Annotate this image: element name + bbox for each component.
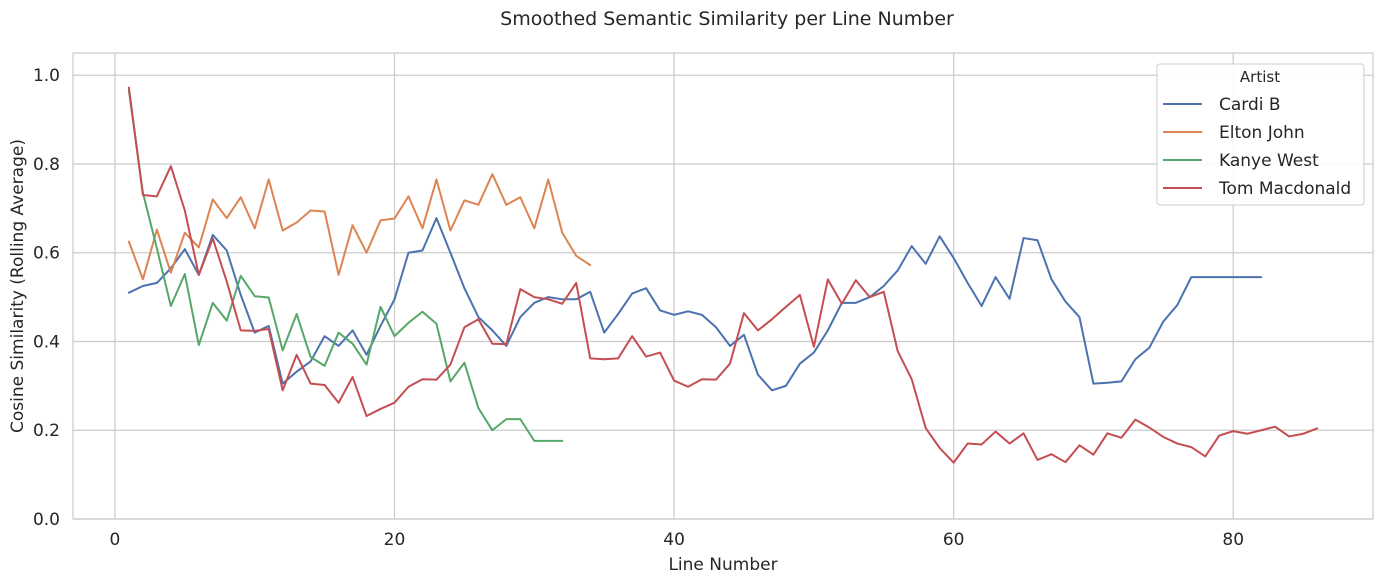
x-axis-title: Line Number — [668, 555, 777, 575]
series-line-kanye-west — [127, 89, 564, 442]
legend-box — [1156, 63, 1365, 206]
legend-item: Kanye West — [1163, 151, 1319, 171]
legend-label: Tom Macdonald — [1218, 179, 1351, 199]
x-tick-label: 0 — [110, 530, 121, 550]
series-line-elton-john — [127, 173, 592, 281]
y-tick-label: 1.0 — [33, 66, 60, 86]
y-tick-label: 0.4 — [33, 332, 60, 352]
legend-item: Cardi B — [1163, 95, 1281, 115]
legend-item: Elton John — [1163, 123, 1305, 143]
series-line-tom-macdonald — [127, 86, 1319, 464]
series-lines — [127, 86, 1319, 464]
legend-label: Cardi B — [1219, 95, 1281, 115]
series-line-cardi-b — [127, 217, 1263, 392]
legend: Artist Cardi B Elton John Kanye West Tom Ma… — [1156, 63, 1365, 206]
x-tick-labels: 0 20 40 60 80 — [110, 530, 1245, 550]
y-tick-label: 0.2 — [33, 421, 60, 441]
y-tick-label: 0.0 — [33, 510, 60, 530]
y-tick-label: 0.8 — [33, 155, 60, 175]
y-axis-title: Cosine Similarity (Rolling Average) — [8, 139, 28, 433]
legend-label: Kanye West — [1219, 151, 1319, 171]
y-tick-label: 0.6 — [33, 244, 60, 264]
x-tick-label: 80 — [1222, 530, 1244, 550]
x-tick-label: 20 — [384, 530, 406, 550]
x-tick-label: 60 — [943, 530, 965, 550]
x-tick-label: 40 — [663, 530, 685, 550]
plot-frame — [72, 52, 1374, 520]
legend-item: Tom Macdonald — [1163, 179, 1351, 199]
legend-label: Elton John — [1219, 123, 1305, 143]
legend-title: Artist — [1240, 68, 1280, 86]
chart-title: Smoothed Semantic Similarity per Line Nu… — [500, 8, 954, 30]
y-tick-labels: 0.0 0.2 0.4 0.6 0.8 1.0 — [33, 66, 60, 530]
